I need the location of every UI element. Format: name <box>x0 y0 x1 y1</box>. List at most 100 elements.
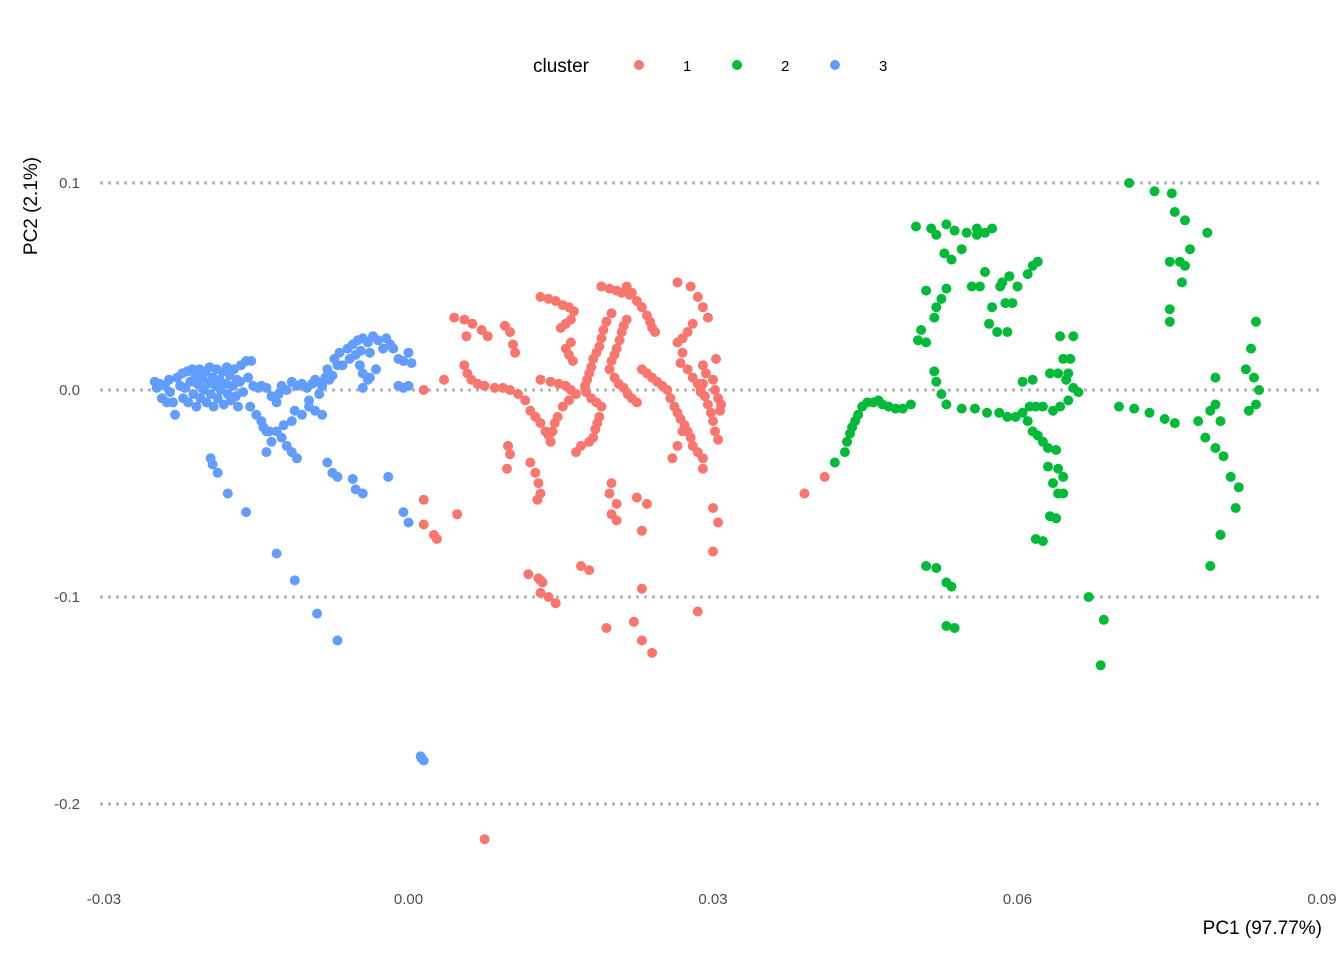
data-point <box>628 616 639 627</box>
data-point <box>1210 372 1221 383</box>
data-point <box>941 283 952 294</box>
data-point <box>563 395 574 406</box>
data-point <box>1063 368 1074 379</box>
data-point <box>1169 207 1180 217</box>
data-point <box>1058 488 1069 499</box>
data-point <box>890 403 901 414</box>
data-point <box>418 519 429 530</box>
data-point <box>969 403 980 414</box>
data-point <box>337 360 348 371</box>
data-point <box>530 467 541 478</box>
data-point <box>1124 178 1135 188</box>
data-point <box>956 403 967 414</box>
data-point <box>584 565 595 576</box>
data-point <box>525 457 536 468</box>
data-point <box>550 598 561 609</box>
data-point <box>371 364 381 375</box>
data-point <box>665 393 676 404</box>
x-tick-label: 0.03 <box>698 891 727 908</box>
data-point <box>905 399 916 410</box>
data-point <box>697 378 708 389</box>
data-point <box>980 227 990 238</box>
data-point <box>1022 269 1033 280</box>
data-point <box>207 459 218 470</box>
data-point <box>327 370 338 381</box>
data-point <box>183 397 194 408</box>
data-point <box>347 474 358 484</box>
data-point <box>191 401 202 412</box>
data-point <box>357 368 368 379</box>
data-point <box>243 372 254 383</box>
data-point <box>571 447 581 458</box>
data-point <box>588 353 599 364</box>
data-point <box>1230 503 1241 513</box>
data-point <box>1068 331 1079 342</box>
data-point <box>505 327 515 337</box>
data-point <box>921 337 932 348</box>
data-point <box>1032 256 1043 267</box>
data-point <box>476 325 487 335</box>
data-point <box>291 453 302 464</box>
data-point <box>710 385 720 395</box>
data-point <box>941 399 952 410</box>
data-point <box>273 389 284 400</box>
data-point <box>1045 368 1055 379</box>
data-point <box>271 397 282 408</box>
y-axis-title: PC2 (2.1%) <box>21 157 42 255</box>
data-point <box>271 548 282 559</box>
data-point <box>708 546 718 557</box>
data-point <box>706 407 716 418</box>
data-point <box>1053 368 1064 379</box>
data-point <box>1164 316 1175 327</box>
data-point <box>489 382 500 393</box>
data-point <box>1098 614 1109 625</box>
cluster-3-points <box>149 331 429 766</box>
data-point <box>312 608 323 619</box>
data-point <box>682 364 693 375</box>
data-point <box>710 426 720 437</box>
data-point <box>1164 304 1175 315</box>
data-point <box>1051 445 1062 455</box>
data-point <box>636 635 647 646</box>
data-point <box>1030 401 1041 412</box>
data-point <box>1233 482 1244 493</box>
data-point <box>987 302 998 313</box>
data-point <box>449 312 460 323</box>
data-point <box>931 229 942 240</box>
data-point <box>626 287 637 298</box>
data-point <box>479 380 490 391</box>
data-point <box>1251 399 1261 410</box>
data-points <box>149 178 1265 845</box>
data-point <box>590 424 601 435</box>
legend-key-2 <box>732 60 742 70</box>
data-point <box>697 453 708 464</box>
data-point <box>296 409 307 420</box>
data-point <box>403 347 414 358</box>
data-point <box>604 488 615 499</box>
data-point <box>383 471 394 482</box>
data-point <box>568 306 579 317</box>
data-point <box>393 380 404 391</box>
data-point <box>502 463 512 474</box>
data-point <box>677 347 688 358</box>
data-point <box>165 387 175 398</box>
data-point <box>482 331 493 342</box>
data-point <box>897 403 908 414</box>
data-point <box>956 244 967 255</box>
y-tick-label: 0.1 <box>59 175 80 192</box>
data-point <box>261 447 272 458</box>
data-point <box>913 335 923 346</box>
data-point <box>276 432 287 443</box>
cluster-1-points <box>418 277 830 845</box>
legend-items: 1 2 3 <box>634 58 887 75</box>
cluster-2-points <box>829 178 1265 671</box>
data-point <box>505 449 515 460</box>
data-point <box>1215 529 1226 540</box>
data-point <box>667 453 678 464</box>
data-point <box>711 353 721 364</box>
data-point <box>687 318 698 329</box>
data-point <box>1144 407 1155 418</box>
data-point <box>700 368 711 379</box>
data-point <box>322 457 333 468</box>
data-point <box>584 436 595 447</box>
